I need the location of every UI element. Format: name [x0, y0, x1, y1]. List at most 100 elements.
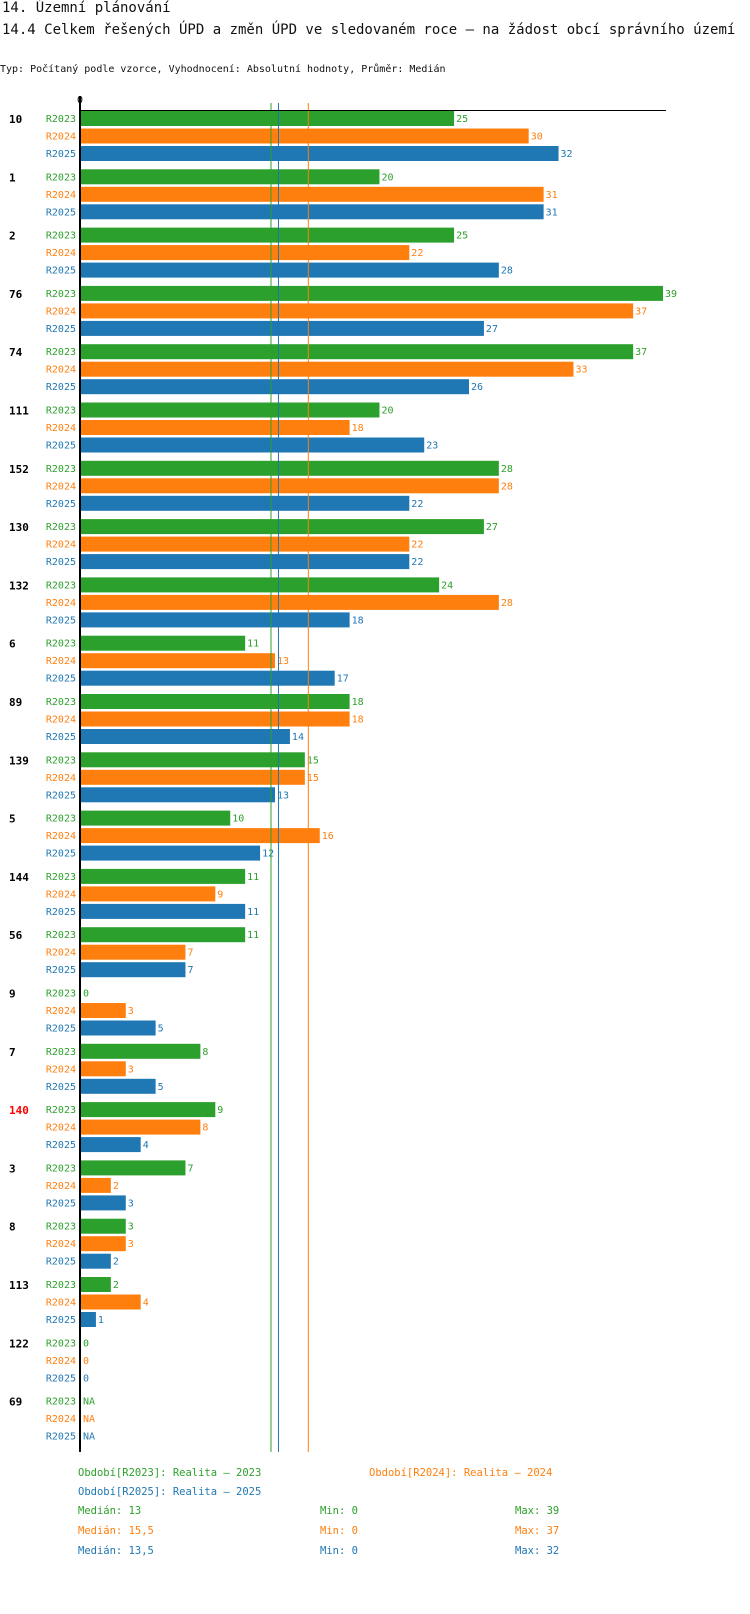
data-label: 2: [113, 1280, 119, 1291]
series-label: R2023: [46, 172, 76, 183]
series-label: R2025: [46, 1140, 76, 1151]
bar: [81, 186, 544, 202]
data-label: 32: [561, 149, 573, 160]
series-label: R2025: [46, 266, 76, 277]
data-label: 13: [277, 656, 289, 667]
legend-period-r2023: Období[R2023]: Realita – 2023: [78, 1467, 262, 1479]
category-label: 9: [9, 988, 16, 1001]
series-label: R2025: [46, 674, 76, 685]
series-label: R2024: [46, 656, 76, 667]
chart-subtitle: Typ: Počítaný podle vzorce, Vyhodnocení:…: [0, 64, 446, 75]
series-label: R2023: [46, 406, 76, 417]
series-label: R2025: [46, 907, 76, 918]
series-label: R2023: [46, 1222, 76, 1233]
data-label: 5: [158, 1082, 164, 1093]
data-label: 0: [83, 1356, 89, 1367]
bar: [81, 1102, 216, 1118]
bar: [81, 868, 246, 884]
series-label: R2024: [46, 773, 76, 784]
series-label: R2025: [46, 149, 76, 160]
x-tick-label: 0: [77, 95, 83, 106]
category-label: 69: [9, 1396, 22, 1409]
series-label: R2024: [46, 889, 76, 900]
series-label: R2024: [46, 248, 76, 259]
data-label: 23: [426, 441, 438, 452]
data-label: 25: [456, 114, 468, 125]
series-label: R2025: [46, 557, 76, 568]
data-label: 15: [307, 755, 319, 766]
data-label: 0: [83, 1338, 89, 1349]
series-label: R2023: [46, 231, 76, 242]
bar: [81, 594, 499, 610]
category-label: 5: [9, 813, 16, 826]
bar: [81, 1312, 96, 1327]
bar: [81, 111, 455, 126]
bar: [81, 1177, 111, 1193]
data-label: 12: [262, 849, 274, 860]
series-label: R2024: [46, 540, 76, 551]
data-label: 7: [187, 1163, 193, 1174]
bar: [81, 653, 275, 669]
bar: [81, 1020, 156, 1036]
bar: [81, 787, 275, 803]
data-label: 2: [113, 1181, 119, 1192]
series-label: R2023: [46, 1163, 76, 1174]
median-r2025: Medián: 13,5: [78, 1545, 154, 1557]
bar: [81, 1195, 126, 1211]
series-label: R2024: [46, 1298, 76, 1309]
data-label: 30: [531, 132, 543, 143]
data-label: 3: [128, 1064, 134, 1075]
category-label: 76: [9, 288, 23, 301]
bar: [81, 1218, 126, 1234]
data-label: 7: [187, 965, 193, 976]
series-label: R2025: [46, 441, 76, 452]
bar: [81, 361, 574, 377]
legend-period-r2025: Období[R2025]: Realita – 2025: [78, 1486, 262, 1498]
series-label: R2025: [46, 732, 76, 743]
data-label: 22: [411, 557, 423, 568]
series-label: R2023: [46, 930, 76, 941]
bar: [81, 519, 484, 535]
bar: [81, 460, 499, 476]
series-label: R2024: [46, 598, 76, 609]
data-label: 18: [352, 615, 364, 626]
category-label: 111: [9, 405, 29, 418]
median-r2023: Medián: 13: [78, 1505, 142, 1517]
data-label: 7: [187, 948, 193, 959]
data-label: 11: [247, 872, 259, 883]
section-title: 14. Územní plánování: [2, 0, 171, 16]
bar: [81, 1078, 156, 1094]
category-label: 132: [9, 579, 29, 592]
data-label: NA: [83, 1432, 95, 1443]
series-label: R2023: [46, 522, 76, 533]
bar: [81, 886, 216, 902]
min-r2025: Min: 0: [320, 1545, 358, 1557]
data-label: NA: [83, 1414, 95, 1425]
bar: [81, 1043, 201, 1059]
data-label: 28: [501, 481, 513, 492]
data-label: 16: [322, 831, 334, 842]
bar: [81, 1160, 186, 1176]
bar: [81, 402, 380, 418]
series-label: R2023: [46, 1280, 76, 1291]
data-label: 18: [352, 423, 364, 434]
bar: [81, 1061, 126, 1077]
category-label: 2: [9, 230, 16, 243]
data-label: 31: [546, 190, 558, 201]
max-r2023: Max: 39: [515, 1505, 560, 1517]
series-label: R2023: [46, 1047, 76, 1058]
bar: [81, 420, 350, 435]
category-label: 140: [9, 1104, 29, 1117]
min-r2024: Min: 0: [320, 1525, 358, 1537]
series-label: R2025: [46, 1257, 76, 1268]
data-label: 11: [247, 907, 259, 918]
data-label: 0: [83, 989, 89, 1000]
category-label: 74: [9, 346, 23, 359]
series-label: R2025: [46, 382, 76, 393]
bar: [81, 1253, 111, 1269]
series-label: R2023: [46, 755, 76, 766]
series-label: R2025: [46, 790, 76, 801]
bar: [81, 245, 410, 261]
bar: [81, 927, 246, 943]
series-label: R2024: [46, 423, 76, 434]
